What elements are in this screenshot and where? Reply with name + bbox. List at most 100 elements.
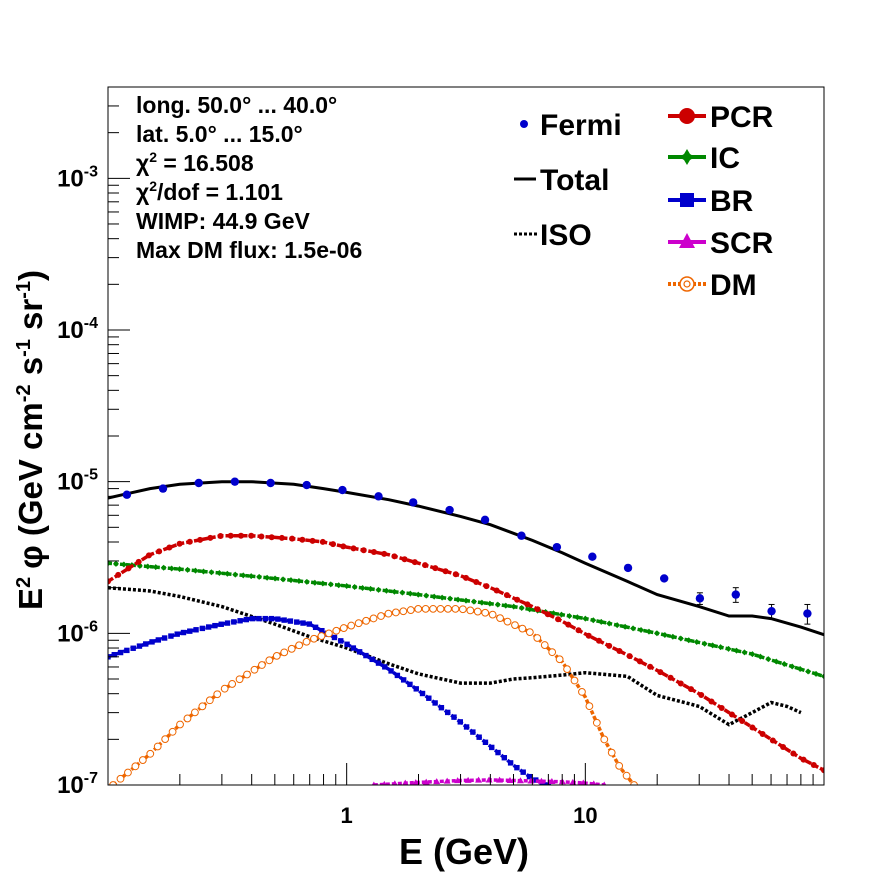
series-br-marker: [136, 643, 143, 649]
series-dm-marker: [191, 708, 199, 717]
series-pcr-marker: [258, 533, 265, 540]
series-pcr-marker: [411, 559, 418, 566]
legend-pcr-marker: [679, 108, 695, 124]
series-br-marker: [319, 627, 325, 634]
info-max-dm: Max DM flux: 1.5e-06: [136, 237, 362, 263]
x-axis-title: E (GeV): [399, 831, 529, 872]
series-ic-marker: [423, 592, 430, 599]
series-dm-marker: [578, 687, 586, 696]
series-dm-marker: [622, 771, 631, 780]
series-scr-marker: [516, 777, 524, 784]
series-ic-marker: [653, 630, 660, 637]
fermi-point: [266, 478, 275, 488]
series-ic-marker: [192, 567, 199, 574]
series-dm-marker: [347, 621, 356, 630]
series-pcr-marker: [278, 534, 285, 541]
series-ic-marker: [295, 578, 302, 585]
series-dm-marker: [607, 748, 616, 757]
series-scr-marker: [602, 781, 607, 785]
series-dm-marker: [429, 604, 437, 613]
series-scr-marker: [381, 780, 387, 785]
series-dm-marker: [585, 702, 594, 711]
legend-dm-marker: [679, 276, 695, 292]
series-ic-marker: [574, 614, 581, 621]
series-br-marker: [507, 760, 514, 766]
series-ic-marker: [224, 570, 231, 577]
series-ic-marker: [200, 568, 207, 575]
series-dm-marker: [205, 696, 214, 705]
series-dm-marker: [414, 605, 423, 613]
series-br-marker: [338, 638, 344, 644]
series-br-marker: [180, 629, 187, 636]
series-ic-marker: [319, 580, 326, 587]
series-ic-marker: [661, 632, 668, 639]
series-ic-marker: [510, 603, 517, 610]
series-dm-marker: [116, 774, 125, 783]
series-dm-marker: [362, 616, 371, 625]
y-axis-title: E2φ (GeV cm-2 s-1 sr-1): [12, 270, 49, 610]
series-br-marker: [344, 641, 350, 647]
series-pcr-line: [108, 533, 824, 772]
info-box: long. 50.0° ... 40.0° lat. 5.0° ... 15.0…: [136, 92, 362, 263]
series-pcr-marker: [606, 642, 613, 649]
series-ic-marker: [566, 612, 573, 619]
series-pcr-marker: [555, 616, 562, 623]
info-chi2-dof: χ2/dof = 1.101: [136, 178, 283, 205]
info-chi2: χ2 = 16.508: [136, 149, 254, 176]
fermi-point: [623, 563, 633, 573]
series-ic-marker: [598, 618, 605, 625]
series-br-marker: [419, 690, 426, 697]
series-dm-marker: [592, 718, 601, 727]
series-ic-marker: [264, 574, 271, 581]
series-pcr-marker: [340, 543, 347, 550]
series-dm-marker: [324, 629, 333, 638]
series-br-marker: [281, 617, 287, 623]
series-pcr-marker: [769, 737, 776, 744]
series-dm-marker: [265, 656, 274, 665]
series-br-marker: [117, 649, 124, 656]
series-dm-marker: [525, 628, 534, 637]
series-pcr-marker: [145, 552, 152, 559]
y-tick-label: 10-4: [57, 315, 98, 344]
series-ic-marker: [407, 590, 414, 597]
series-pcr-marker: [810, 761, 817, 768]
series-pcr-marker: [186, 538, 193, 545]
fermi-point: [659, 574, 669, 583]
series-dm-marker: [533, 634, 542, 642]
series-br-marker: [526, 773, 533, 780]
series-br-marker: [438, 704, 445, 711]
series-dm-marker: [615, 761, 624, 770]
series-br-marker: [520, 769, 526, 775]
series-ic-marker: [717, 644, 724, 651]
series-scr: [371, 776, 607, 785]
fermi-point: [803, 609, 812, 618]
series-ic-marker: [240, 572, 247, 579]
series-br-marker: [432, 700, 438, 706]
series-pcr-marker: [647, 663, 654, 670]
series-br-marker: [514, 764, 520, 771]
series-dm-marker: [220, 684, 229, 693]
series-br-marker: [382, 664, 388, 670]
series-pcr-marker: [503, 592, 510, 599]
series-ic-marker: [455, 596, 462, 603]
series-pcr-marker: [739, 717, 746, 724]
series-ic-marker: [669, 633, 676, 640]
series-dm-marker: [444, 604, 452, 613]
fermi-point: [480, 515, 490, 525]
y-tick-label: 10-5: [57, 467, 98, 496]
series-dm-marker: [384, 609, 393, 618]
series-dm-marker: [600, 735, 609, 744]
fermi-point: [445, 505, 454, 515]
series-ic-marker: [558, 611, 565, 618]
series-ic-marker: [614, 622, 621, 629]
fermi-point: [517, 531, 526, 540]
series-pcr-marker: [360, 547, 367, 554]
series-br-marker: [268, 615, 275, 622]
series-dm-marker: [466, 606, 475, 615]
series-pcr-marker: [452, 571, 459, 578]
series-ic-marker: [677, 635, 684, 642]
series-br-marker: [224, 620, 231, 626]
series-dm-marker: [548, 648, 557, 657]
series-br-marker: [174, 631, 180, 637]
series-pcr-marker: [319, 538, 326, 545]
